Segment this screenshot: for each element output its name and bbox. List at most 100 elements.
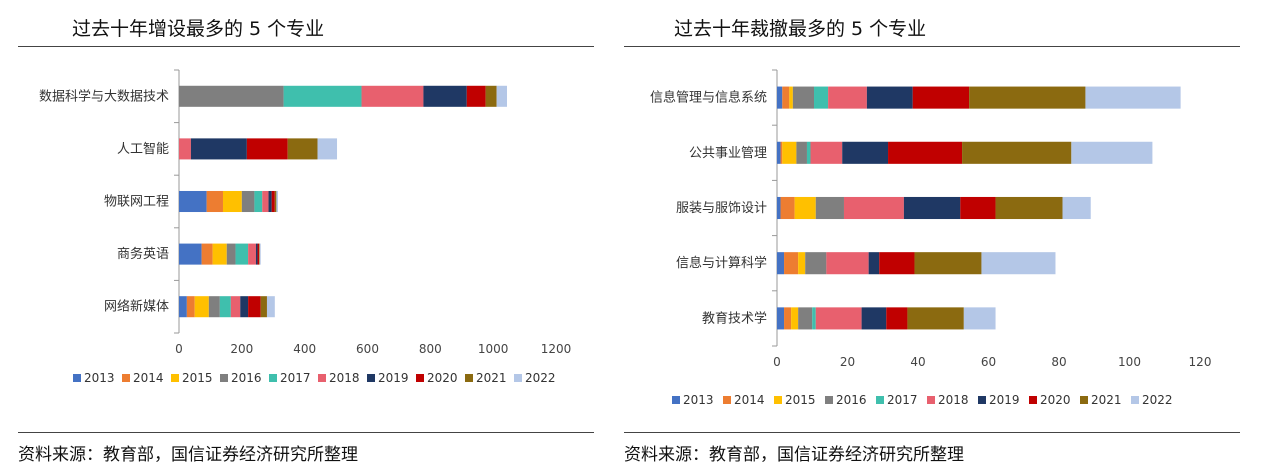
right-legend-swatch-2015 <box>774 396 782 404</box>
right-bar-segment-2020 <box>886 307 908 330</box>
right-bar-segment-2013 <box>777 196 781 220</box>
right-bar-segment-2021 <box>907 307 964 330</box>
right-bar-segment-2021 <box>962 141 1072 164</box>
left-bar-segment-2022 <box>496 85 507 107</box>
right-bar-segment-2016 <box>796 141 807 164</box>
left-legend-label-2018: 2018 <box>329 371 360 385</box>
right-bar-segment-2018 <box>843 196 904 220</box>
left-legend-label-2015: 2015 <box>182 371 213 385</box>
left-bar-segment-2017 <box>219 296 231 318</box>
left-bottom-rule <box>18 432 594 433</box>
left-bar-segment-2018 <box>361 85 424 107</box>
left-x-tick-label: 0 <box>175 342 183 356</box>
left-bar-segment-2018 <box>248 243 256 265</box>
right-legend-label-2019: 2019 <box>989 393 1020 407</box>
right-legend-label-2021: 2021 <box>1091 393 1122 407</box>
left-legend-swatch-2017 <box>269 374 277 382</box>
right-bar-segment-2018 <box>828 86 867 109</box>
left-legend-label-2021: 2021 <box>476 371 507 385</box>
left-category-label: 商务英语 <box>117 246 169 262</box>
left-bar-segment-2021 <box>274 190 277 213</box>
left-chart-panel: 过去十年增设最多的 5 个专业 数据科学与大数据技术 人工智能 物联网工程 商务英语网… <box>0 0 600 475</box>
left-bar-segment-2016 <box>179 85 284 107</box>
right-legend-label-2016: 2016 <box>836 393 867 407</box>
left-bar-segment-2013 <box>179 243 202 265</box>
right-x-tick-label: 0 <box>773 355 781 369</box>
right-bar-segment-2022 <box>963 307 996 330</box>
right-bar-segment-2022 <box>1062 196 1091 220</box>
left-legend-swatch-2013 <box>73 374 81 382</box>
right-source-note: 资料来源：教育部，国信证券经济研究所整理 <box>624 445 964 465</box>
left-bar-segment-2019 <box>255 243 258 265</box>
right-legend-swatch-2017 <box>876 396 884 404</box>
right-category-label: 教育技术学 <box>702 310 767 326</box>
left-bar-segment-2020 <box>466 85 486 107</box>
left-bar-segment-2016 <box>208 296 220 318</box>
left-bar-segment-2015 <box>212 243 227 265</box>
right-legend-label-2017: 2017 <box>887 393 918 407</box>
left-category-label: 数据科学与大数据技术 <box>39 88 169 104</box>
right-bar-segment-2022 <box>1085 86 1181 109</box>
right-bar-segment-2016 <box>792 86 815 109</box>
left-legend-swatch-2014 <box>122 374 130 382</box>
right-bar-segment-2013 <box>777 86 783 109</box>
right-bar-segment-2017 <box>806 141 811 164</box>
right-bar-segment-2014 <box>780 141 783 164</box>
right-bar-segment-2013 <box>777 141 781 164</box>
left-x-tick-label: 200 <box>230 342 253 356</box>
left-legend-swatch-2021 <box>465 374 473 382</box>
right-bottom-rule <box>624 432 1240 433</box>
right-category-label: 服装与服饰设计 <box>676 201 767 216</box>
right-category-label: 公共事业管理 <box>689 146 767 161</box>
left-bar-segment-2021 <box>260 296 267 318</box>
left-legend-swatch-2019 <box>367 374 375 382</box>
right-x-tick-label: 60 <box>981 355 996 369</box>
right-bar-segment-2019 <box>842 141 889 164</box>
right-bar-segment-2015 <box>791 307 799 330</box>
left-source-note: 资料来源：教育部，国信证券经济研究所整理 <box>18 445 358 465</box>
right-bar-segment-2022 <box>981 252 1056 275</box>
right-bar-segment-2019 <box>903 196 961 220</box>
right-bar-segment-2018 <box>826 252 869 275</box>
right-legend-swatch-2021 <box>1080 396 1088 404</box>
right-top-rule <box>624 46 1240 47</box>
right-category-label: 信息管理与信息系统 <box>650 90 767 106</box>
left-x-tick-label: 800 <box>419 342 442 356</box>
right-x-tick-label: 80 <box>1051 355 1066 369</box>
left-legend-swatch-2018 <box>318 374 326 382</box>
left-legend-label-2019: 2019 <box>378 371 409 385</box>
left-legend-label-2013: 2013 <box>84 371 115 385</box>
left-category-label: 网络新媒体 <box>104 299 169 315</box>
right-bar-segment-2015 <box>794 196 816 220</box>
right-category-label: 信息与计算科学 <box>676 255 767 271</box>
right-x-tick-label: 20 <box>840 355 855 369</box>
right-x-tick-label: 40 <box>910 355 925 369</box>
right-legend-swatch-2019 <box>978 396 986 404</box>
right-legend-label-2014: 2014 <box>734 393 765 407</box>
right-bar-segment-2018 <box>810 141 843 164</box>
left-top-rule <box>18 46 594 47</box>
left-bar-segment-2018 <box>230 296 241 318</box>
left-legend-label-2017: 2017 <box>280 371 311 385</box>
right-legend-swatch-2013 <box>672 396 680 404</box>
right-chart-panel: 过去十年裁撤最多的 5 个专业 信息管理与信息系统 公共事业管理 服装与服饰设计 信息… <box>620 0 1260 475</box>
right-bar-segment-2017 <box>814 86 829 109</box>
left-legend-swatch-2022 <box>514 374 522 382</box>
left-bar-segment-2019 <box>190 138 247 160</box>
right-bar-segment-2020 <box>879 252 915 275</box>
left-bar-segment-2015 <box>194 296 209 318</box>
right-bar-segment-2022 <box>1071 141 1153 164</box>
left-x-tick-label: 400 <box>293 342 316 356</box>
right-legend-swatch-2014 <box>723 396 731 404</box>
left-bar-segment-2019 <box>268 190 272 213</box>
left-x-tick-label: 1000 <box>478 342 509 356</box>
right-bar-segment-2017 <box>812 307 816 330</box>
left-bar-segment-2021 <box>259 243 260 265</box>
left-bar-segment-2018 <box>179 138 191 160</box>
left-x-tick-label: 1200 <box>541 342 572 356</box>
right-legend-swatch-2022 <box>1131 396 1139 404</box>
right-legend-label-2018: 2018 <box>938 393 969 407</box>
right-legend-swatch-2016 <box>825 396 833 404</box>
